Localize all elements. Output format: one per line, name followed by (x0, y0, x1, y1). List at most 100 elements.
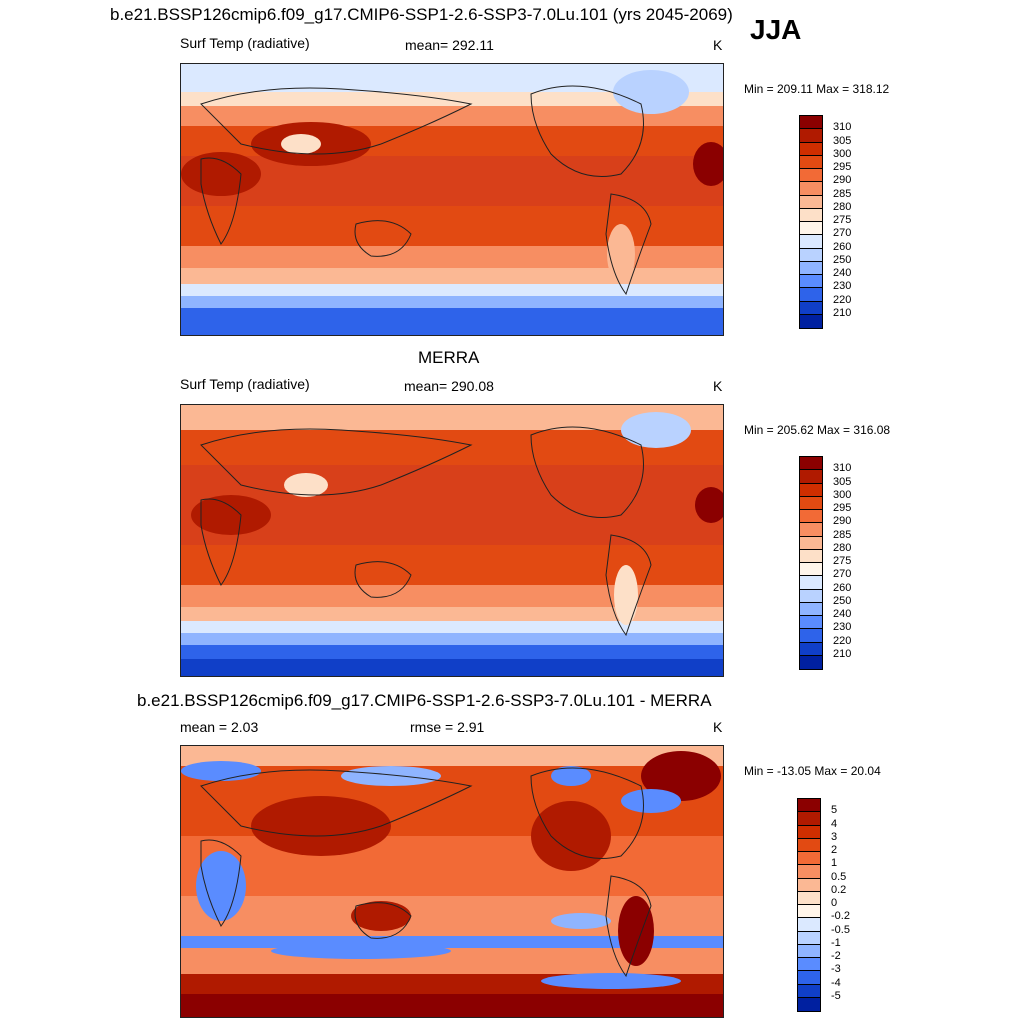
colorbar-tick-label: 285 (833, 187, 852, 200)
colorbar-swatch (800, 576, 822, 590)
panel-1-units-label: K (713, 37, 723, 53)
colorbar-swatch (798, 944, 820, 958)
colorbar-tick-label: 305 (833, 475, 852, 488)
panel-3-map (180, 745, 724, 1018)
colorbar-tick-label: -3 (831, 963, 841, 976)
colorbar-tick-label: 270 (833, 227, 852, 240)
colorbar-swatch (798, 918, 820, 932)
colorbar-tick-label: 240 (833, 267, 852, 279)
colorbar-tick-label: 310 (833, 121, 852, 134)
colorbar-tick-label: 270 (833, 568, 852, 581)
colorbar-tick-label: 230 (833, 621, 852, 634)
colorbar-tick-label: 275 (833, 214, 852, 226)
colorbar-tick-label: 220 (833, 293, 852, 306)
colorbar-swatch (800, 222, 822, 236)
colorbar-swatch (800, 549, 822, 563)
colorbar-swatch (800, 470, 822, 484)
colorbar-tick-label: 295 (833, 161, 852, 173)
colorbar-swatch (800, 563, 822, 577)
colorbar-swatch (798, 812, 820, 826)
colorbar-swatch (798, 838, 820, 852)
panel-3-units-label: K (713, 719, 723, 735)
colorbar-swatch (798, 958, 820, 972)
colorbar-swatch (800, 275, 822, 289)
colorbar-swatch (800, 314, 822, 328)
colorbar-swatch (798, 825, 820, 839)
colorbar-swatch (800, 142, 822, 156)
colorbar-tick-label: 210 (833, 647, 852, 660)
panel-2-colorbar (799, 456, 823, 670)
panel-2-mean-label: mean= 290.08 (404, 378, 494, 394)
colorbar-tick-label: 230 (833, 280, 852, 293)
panel-3-rmse-label: rmse = 2.91 (410, 719, 485, 735)
panel-3-map-field (181, 746, 723, 1017)
colorbar-swatch (800, 155, 822, 169)
panel-1-colorbar (799, 115, 823, 329)
panel-2-variable-label: Surf Temp (radiative) (180, 376, 310, 392)
colorbar-tick-label: 280 (833, 541, 852, 554)
colorbar-tick-label: -2 (831, 950, 841, 962)
colorbar-swatch (800, 195, 822, 209)
colorbar-tick-label: 300 (833, 147, 852, 160)
colorbar-tick-label: 0.5 (831, 870, 847, 883)
colorbar-tick-label: 290 (833, 515, 852, 528)
colorbar-swatch (800, 457, 822, 471)
colorbar-swatch (798, 997, 820, 1011)
colorbar-tick-label: 275 (833, 555, 852, 567)
panel-3-mean-label: mean = 2.03 (180, 719, 259, 735)
colorbar-tick-label: -1 (831, 936, 841, 949)
colorbar-tick-label: 305 (833, 134, 852, 147)
panel-2-minmax-label: Min = 205.62 Max = 316.08 (744, 423, 891, 437)
colorbar-swatch (798, 905, 820, 919)
panel-3-title: b.e21.BSSP126cmip6.f09_g17.CMIP6-SSP1-2.… (137, 691, 712, 710)
colorbar-swatch (800, 301, 822, 315)
colorbar-tick-label: -4 (831, 976, 841, 989)
colorbar-swatch (798, 931, 820, 945)
colorbar-swatch (798, 799, 820, 813)
colorbar-swatch (800, 496, 822, 510)
colorbar-swatch (798, 852, 820, 866)
panel-1-mean-label: mean= 292.11 (405, 37, 494, 53)
colorbar-tick-label: 3 (831, 830, 838, 843)
colorbar-tick-label: 295 (833, 502, 852, 514)
panel-1-colorbar-labels: 310 305 300 295 290 285 280 275 270 260 250 240 230 2… (833, 115, 873, 327)
panel-3-minmax-label: Min = -13.05 Max = 20.04 (744, 764, 881, 778)
colorbar-tick-label: 5 (831, 804, 838, 817)
colorbar-tick-label: 285 (833, 528, 852, 541)
colorbar-tick-label: 290 (833, 174, 852, 187)
colorbar-swatch (800, 616, 822, 630)
colorbar-swatch (800, 602, 822, 616)
colorbar-swatch (800, 655, 822, 669)
colorbar-tick-label: 300 (833, 488, 852, 501)
colorbar-tick-label: -0.5 (831, 923, 850, 936)
colorbar-tick-label: 0.2 (831, 883, 847, 896)
colorbar-swatch (800, 536, 822, 550)
colorbar-tick-label: -0.2 (831, 910, 850, 923)
colorbar-swatch (800, 629, 822, 643)
colorbar-swatch (800, 129, 822, 143)
panel-1-title: b.e21.BSSP126cmip6.f09_g17.CMIP6-SSP1-2.… (110, 5, 733, 24)
colorbar-swatch (798, 891, 820, 905)
colorbar-swatch (800, 589, 822, 603)
colorbar-swatch (800, 169, 822, 183)
colorbar-tick-label: 260 (833, 240, 852, 253)
panel-1-map (180, 63, 724, 336)
colorbar-tick-label: -5 (831, 989, 841, 1002)
colorbar-swatch (800, 235, 822, 249)
colorbar-tick-label: 280 (833, 200, 852, 213)
colorbar-swatch (800, 288, 822, 302)
colorbar-swatch (800, 261, 822, 275)
panel-1-map-field (181, 64, 723, 335)
colorbar-swatch (800, 182, 822, 196)
colorbar-tick-label: 220 (833, 634, 852, 647)
colorbar-swatch (798, 971, 820, 985)
colorbar-swatch (798, 878, 820, 892)
panel-2-units-label: K (713, 378, 723, 394)
panel-1-minmax-label: Min = 209.11 Max = 318.12 (744, 82, 890, 96)
colorbar-tick-label: 310 (833, 462, 852, 475)
colorbar-swatch (800, 248, 822, 262)
colorbar-tick-label: 0 (831, 897, 838, 909)
colorbar-swatch (800, 642, 822, 656)
colorbar-tick-label: 2 (831, 844, 838, 856)
colorbar-swatch (800, 208, 822, 222)
